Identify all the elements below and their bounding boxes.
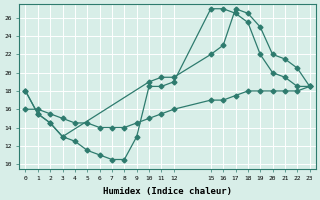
X-axis label: Humidex (Indice chaleur): Humidex (Indice chaleur) — [103, 187, 232, 196]
